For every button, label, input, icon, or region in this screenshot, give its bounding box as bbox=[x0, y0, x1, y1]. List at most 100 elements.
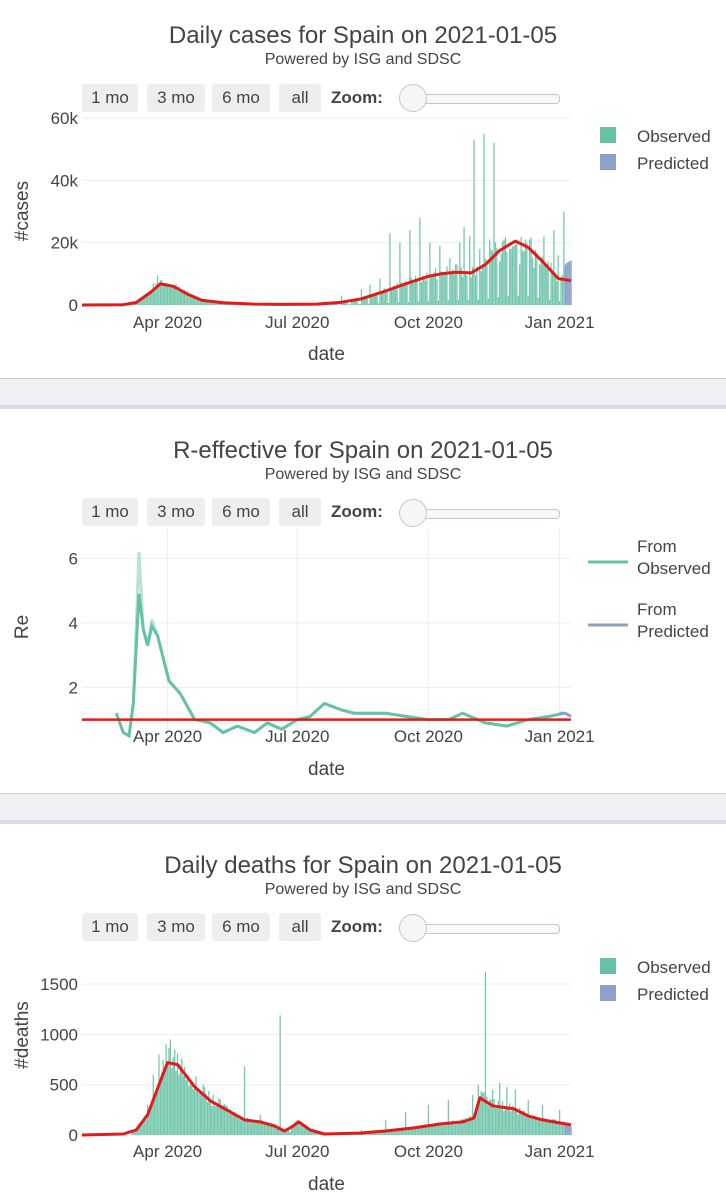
x-tick-label: Apr 2020 bbox=[133, 1142, 202, 1161]
observed-bar bbox=[450, 272, 452, 305]
observed-bar bbox=[208, 1090, 210, 1135]
observed-bar bbox=[473, 139, 475, 305]
observed-bar bbox=[459, 1121, 461, 1135]
observed-bar bbox=[531, 257, 534, 305]
range-1mo-button[interactable]: 1 mo bbox=[82, 498, 138, 526]
re-chart: 2 4 6 Apr 2020 Jul 2020 Oct 2020 Jan 2021 date R… bbox=[12, 529, 711, 780]
legend-label: Observed bbox=[637, 559, 711, 578]
observed-bar bbox=[520, 1112, 522, 1135]
observed-bar bbox=[372, 294, 374, 305]
x-tick-label: Apr 2020 bbox=[133, 727, 202, 746]
observed-bar bbox=[546, 1120, 548, 1135]
observed-bar bbox=[211, 1106, 213, 1135]
observed-bar bbox=[161, 280, 163, 305]
range-6mo-button[interactable]: 6 mo bbox=[212, 498, 270, 526]
observed-bar bbox=[452, 1120, 454, 1135]
observed-bar bbox=[195, 298, 197, 305]
observed-bar bbox=[305, 1128, 307, 1135]
range-all-button[interactable]: all bbox=[279, 84, 321, 112]
observed-bar bbox=[506, 1086, 508, 1135]
x-axis-title: date bbox=[308, 344, 345, 365]
observed-bar bbox=[553, 230, 555, 305]
observed-bar bbox=[393, 1130, 395, 1135]
observed-bar bbox=[209, 1099, 211, 1135]
range-3mo-button[interactable]: 3 mo bbox=[147, 84, 205, 112]
observed-bar bbox=[396, 1129, 398, 1135]
observed-bar bbox=[509, 1103, 511, 1135]
observed-bar bbox=[300, 1125, 303, 1135]
observed-bar bbox=[474, 1112, 477, 1135]
observed-bar bbox=[292, 1125, 294, 1135]
observed-bar bbox=[159, 280, 162, 305]
x-axis-title: date bbox=[308, 759, 345, 780]
observed-bar bbox=[400, 1129, 402, 1135]
fit-line bbox=[81, 239, 572, 307]
y-tick-label: 500 bbox=[50, 1076, 78, 1095]
predicted-bar bbox=[566, 1125, 568, 1135]
observed-bar bbox=[453, 1124, 455, 1135]
observed-bar bbox=[142, 295, 144, 305]
observed-bar bbox=[175, 1070, 177, 1135]
observed-bar bbox=[196, 1089, 199, 1135]
range-all-button[interactable]: all bbox=[279, 913, 321, 941]
observed-bar bbox=[293, 1126, 296, 1135]
observed-bar bbox=[395, 289, 397, 305]
observed-bar bbox=[272, 1126, 274, 1135]
range-all-button[interactable]: all bbox=[279, 498, 321, 526]
observed-bar bbox=[491, 251, 494, 305]
observed-bar bbox=[442, 275, 444, 305]
legend-swatch bbox=[600, 154, 616, 170]
observed-bar bbox=[308, 1129, 310, 1135]
observed-bar bbox=[400, 282, 402, 305]
range-6mo-button[interactable]: 6 mo bbox=[212, 84, 270, 112]
observed-bar bbox=[420, 282, 422, 305]
observed-bar bbox=[131, 1131, 133, 1135]
x-tick-label: Oct 2020 bbox=[394, 313, 463, 332]
observed-bar bbox=[457, 300, 460, 305]
observed-bar bbox=[279, 1015, 281, 1135]
observed-bar bbox=[547, 1120, 549, 1135]
observed-bar bbox=[382, 293, 384, 305]
zoom-slider-handle[interactable] bbox=[399, 84, 427, 112]
observed-bar bbox=[148, 1110, 150, 1135]
observed-bar bbox=[201, 299, 203, 305]
observed-bar bbox=[215, 1106, 217, 1135]
observed-bar bbox=[557, 255, 559, 305]
observed-bar bbox=[519, 1107, 521, 1135]
y-axis-title: #cases bbox=[12, 181, 33, 241]
observed-bar bbox=[407, 1127, 410, 1135]
observed-bar bbox=[309, 1129, 311, 1135]
zoom-slider-handle[interactable] bbox=[399, 499, 427, 527]
x-tick-label: Jan 2021 bbox=[525, 727, 595, 746]
observed-bar bbox=[238, 1119, 240, 1135]
zoom-slider-handle[interactable] bbox=[399, 914, 427, 942]
observed-bar bbox=[172, 287, 174, 305]
observed-bar bbox=[340, 295, 343, 305]
observed-bar bbox=[437, 300, 440, 305]
range-1mo-button[interactable]: 1 mo bbox=[82, 84, 138, 112]
observed-bar bbox=[205, 1093, 207, 1135]
observed-bar bbox=[313, 1130, 316, 1135]
observed-bar bbox=[527, 296, 529, 305]
observed-bar bbox=[483, 1092, 485, 1135]
observed-bar bbox=[494, 242, 497, 305]
legend-label: Observed bbox=[637, 958, 711, 977]
observed-bar bbox=[242, 1119, 244, 1135]
observed-bar bbox=[556, 280, 558, 305]
observed-bar bbox=[483, 133, 485, 305]
observed-bar bbox=[195, 1076, 197, 1135]
observed-bar bbox=[389, 1129, 391, 1135]
observed-bar bbox=[275, 1125, 277, 1135]
observed-bar bbox=[216, 1105, 219, 1135]
range-1mo-button[interactable]: 1 mo bbox=[82, 913, 138, 941]
observed-bar bbox=[437, 1121, 440, 1135]
observed-bar bbox=[144, 295, 146, 305]
x-tick-label: Oct 2020 bbox=[394, 1142, 463, 1161]
observed-bar bbox=[382, 1131, 384, 1135]
range-6mo-button[interactable]: 6 mo bbox=[212, 913, 270, 941]
observed-bar bbox=[500, 1107, 502, 1135]
range-3mo-button[interactable]: 3 mo bbox=[147, 498, 205, 526]
observed-bar bbox=[499, 1082, 501, 1135]
range-3mo-button[interactable]: 3 mo bbox=[147, 913, 205, 941]
observed-bar bbox=[192, 1088, 194, 1135]
